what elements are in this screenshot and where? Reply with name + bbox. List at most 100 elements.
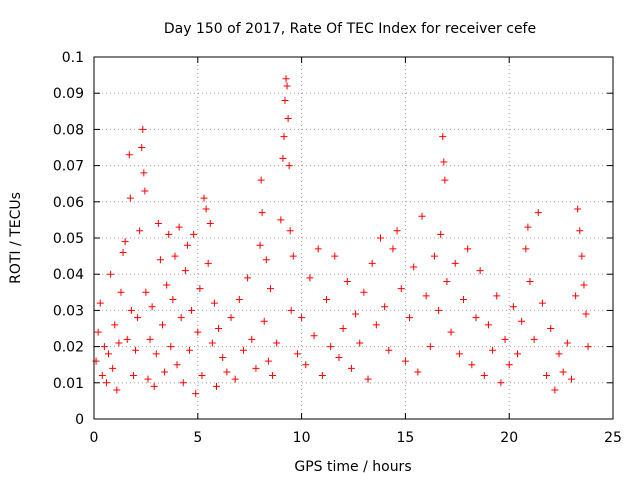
data-point	[113, 386, 121, 394]
data-point	[257, 176, 265, 184]
data-point	[169, 296, 177, 304]
data-point	[397, 285, 405, 293]
data-point	[480, 372, 488, 380]
data-point	[117, 288, 125, 296]
data-point	[183, 241, 191, 249]
data-point	[286, 227, 294, 235]
data-point	[115, 339, 123, 347]
data-point	[302, 361, 310, 369]
data-point	[352, 310, 360, 318]
grid	[94, 57, 613, 419]
data-point	[327, 343, 335, 351]
data-point	[140, 169, 148, 177]
data-point	[414, 368, 422, 376]
y-tick-label: 0.03	[53, 303, 84, 319]
data-point	[401, 357, 409, 365]
data-point	[418, 212, 426, 220]
data-point	[132, 346, 140, 354]
data-point	[134, 314, 142, 322]
data-point	[347, 364, 355, 372]
data-point	[555, 350, 563, 358]
data-point	[385, 346, 393, 354]
data-point	[468, 361, 476, 369]
data-point	[129, 372, 137, 380]
data-point	[96, 299, 104, 307]
data-point	[422, 292, 430, 300]
data-point	[156, 256, 164, 264]
data-point	[252, 364, 260, 372]
data-point	[280, 133, 288, 141]
data-point	[177, 314, 185, 322]
data-point	[125, 151, 133, 159]
data-point	[406, 314, 414, 322]
data-point	[121, 238, 129, 246]
data-point	[497, 379, 505, 387]
data-point	[256, 241, 264, 249]
data-point	[343, 277, 351, 285]
x-tick-label: 25	[604, 430, 622, 446]
data-point	[144, 375, 152, 383]
data-point	[464, 245, 472, 253]
data-point	[410, 263, 418, 271]
data-point	[447, 328, 455, 336]
data-point	[136, 227, 144, 235]
data-point	[289, 252, 297, 260]
data-points	[92, 75, 592, 398]
data-point	[185, 346, 193, 354]
data-point	[441, 176, 449, 184]
data-point	[194, 328, 202, 336]
data-point	[192, 390, 200, 398]
data-point	[167, 343, 175, 351]
data-point	[472, 314, 480, 322]
data-point	[163, 281, 171, 289]
data-point	[509, 303, 517, 311]
data-point	[171, 252, 179, 260]
data-point	[283, 82, 291, 90]
data-point	[440, 158, 448, 166]
data-point	[154, 220, 162, 228]
data-point	[310, 332, 318, 340]
data-point	[175, 223, 183, 231]
axis-ticks	[93, 56, 614, 420]
data-point	[260, 317, 268, 325]
data-point	[282, 75, 290, 83]
data-point	[460, 296, 468, 304]
data-point	[293, 350, 301, 358]
data-point	[580, 281, 588, 289]
data-point	[572, 292, 580, 300]
data-point	[314, 245, 322, 253]
data-point	[443, 277, 451, 285]
data-point	[360, 288, 368, 296]
data-point	[105, 350, 113, 358]
y-tick-label: 0.05	[53, 231, 84, 247]
data-point	[505, 361, 513, 369]
y-tick-label: 0.08	[53, 122, 84, 138]
data-point	[514, 350, 522, 358]
data-point	[202, 205, 210, 213]
data-point	[493, 292, 501, 300]
data-point	[173, 361, 181, 369]
data-point	[210, 299, 218, 307]
y-tick-label: 0.02	[53, 340, 84, 356]
data-point	[368, 259, 376, 267]
data-point	[196, 285, 204, 293]
data-point	[339, 325, 347, 332]
data-point	[563, 339, 571, 347]
data-point	[522, 245, 530, 253]
y-tick-label: 0.01	[53, 376, 84, 392]
data-point	[435, 306, 443, 314]
data-point	[426, 343, 434, 351]
y-tick-label: 0.1	[62, 50, 84, 66]
data-point	[578, 252, 586, 260]
data-point	[188, 306, 196, 314]
data-point	[138, 144, 146, 151]
y-tick-label: 0.04	[53, 267, 84, 283]
data-point	[126, 194, 134, 202]
data-point	[248, 335, 256, 343]
data-point	[584, 343, 592, 351]
data-point	[212, 382, 220, 390]
data-point	[489, 346, 497, 354]
data-point	[356, 339, 364, 347]
y-tick-label: 0.06	[53, 195, 84, 211]
data-point	[262, 256, 270, 264]
